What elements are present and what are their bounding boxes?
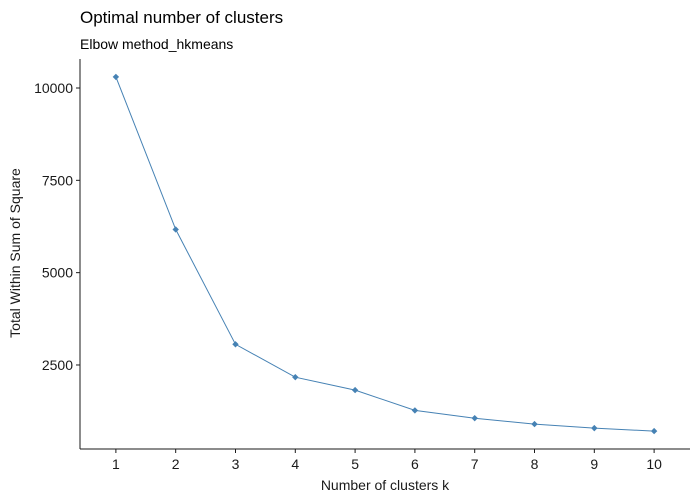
data-point bbox=[112, 73, 120, 81]
y-tick-label: 7500 bbox=[42, 172, 73, 188]
y-tick-label: 5000 bbox=[42, 265, 73, 281]
y-axis-ticks: 2500 5000 7500 10000 bbox=[34, 80, 80, 373]
chart-title: Optimal number of clusters bbox=[80, 8, 283, 27]
data-point bbox=[351, 386, 359, 394]
x-axis-ticks: 1 2 3 4 5 6 7 8 9 10 bbox=[112, 449, 662, 472]
x-tick-label: 4 bbox=[291, 456, 299, 472]
y-axis-title: Total Within Sum of Square bbox=[7, 168, 23, 338]
x-tick-label: 6 bbox=[411, 456, 419, 472]
data-point bbox=[531, 420, 538, 428]
x-tick-label: 10 bbox=[646, 456, 662, 472]
x-tick-label: 3 bbox=[232, 456, 240, 472]
x-tick-label: 7 bbox=[471, 456, 479, 472]
x-tick-label: 9 bbox=[590, 456, 598, 472]
data-point bbox=[232, 341, 239, 348]
x-tick-label: 8 bbox=[531, 456, 539, 472]
chart-subtitle: Elbow method_hkmeans bbox=[80, 36, 233, 52]
y-tick-label: 2500 bbox=[42, 357, 73, 373]
series-line bbox=[115, 76, 655, 432]
data-points bbox=[112, 73, 658, 435]
y-tick-label: 10000 bbox=[34, 80, 73, 96]
data-point bbox=[650, 427, 658, 435]
data-point bbox=[292, 373, 299, 381]
data-point bbox=[591, 424, 598, 432]
data-point bbox=[471, 414, 478, 422]
data-point bbox=[172, 226, 179, 233]
x-tick-label: 1 bbox=[112, 456, 120, 472]
data-point bbox=[411, 407, 419, 414]
x-tick-label: 5 bbox=[351, 456, 359, 472]
x-tick-label: 2 bbox=[172, 456, 180, 472]
x-axis-title: Number of clusters k bbox=[321, 477, 450, 493]
